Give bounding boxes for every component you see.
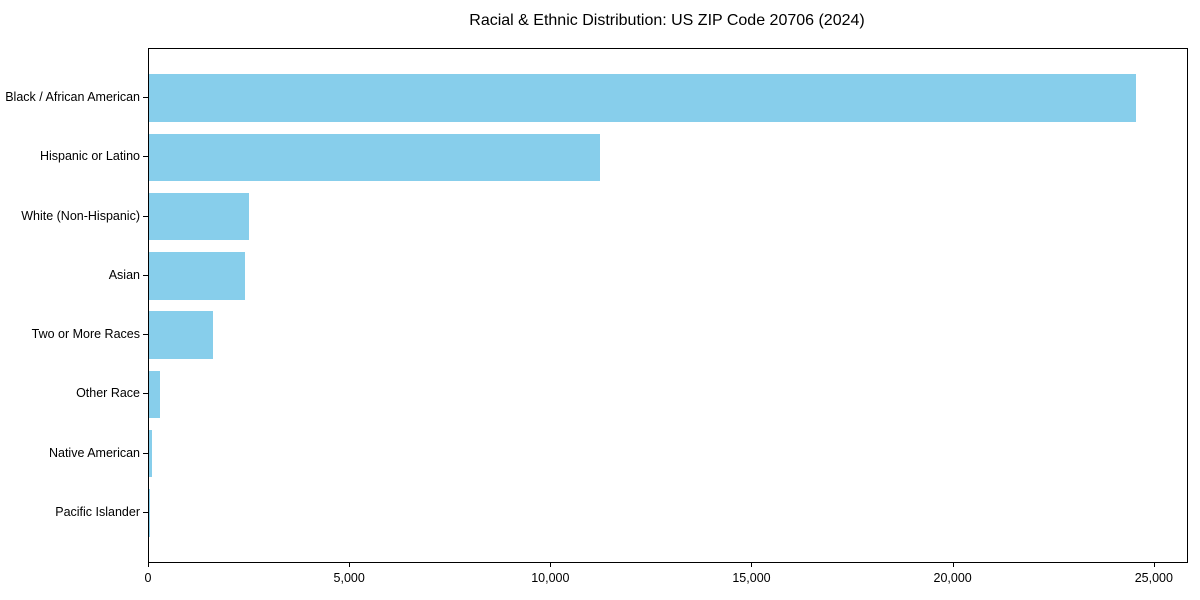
y-tick-label-hispanic-or-latino: Hispanic or Latino (39, 149, 140, 164)
x-tick-label-5-000: 5,000 (333, 571, 365, 585)
y-tick-mark (143, 274, 148, 276)
y-tick-mark (143, 96, 148, 98)
bar-hispanic-or-latino (149, 133, 600, 181)
y-tick-label-two-or-more-races: Two or More Races (31, 327, 140, 342)
plot-area (148, 48, 1188, 563)
bar-native-american (149, 430, 153, 478)
x-tick-label-20-000: 20,000 (933, 571, 972, 585)
y-tick-mark (143, 334, 148, 336)
y-tick-label-asian: Asian (108, 267, 140, 282)
bar-black-african-american (149, 74, 1136, 122)
x-tick-label-15-000: 15,000 (732, 571, 771, 585)
x-tick-mark (349, 562, 351, 567)
x-tick-mark (952, 562, 954, 567)
chart-title: Racial & Ethnic Distribution: US ZIP Cod… (469, 12, 865, 29)
y-tick-mark (143, 452, 148, 454)
bar-pacific-islander (149, 489, 150, 537)
y-tick-label-other-race: Other Race (76, 386, 140, 401)
x-tick-mark (751, 562, 753, 567)
bar-white-non-hispanic (149, 192, 249, 241)
y-tick-mark (143, 156, 148, 158)
x-tick-mark (550, 562, 552, 567)
y-tick-mark (143, 215, 148, 217)
y-tick-label-native-american: Native American (48, 445, 140, 460)
y-tick-label-white-non-hispanic: White (Non-Hispanic) (21, 208, 140, 223)
x-tick-mark (1153, 562, 1155, 567)
x-tick-mark (148, 562, 149, 567)
bar-asian (149, 252, 246, 300)
x-tick-label-25-000: 25,000 (1134, 571, 1173, 585)
bar-two-or-more-races (149, 311, 213, 359)
x-tick-label-10-000: 10,000 (531, 571, 570, 585)
bar-other-race (149, 370, 160, 419)
y-tick-label-black-african-american: Black / African American (5, 89, 140, 104)
y-tick-mark (143, 393, 148, 395)
bars-layer (149, 49, 1187, 562)
y-tick-mark (143, 512, 148, 514)
x-tick-label-0: 0 (144, 571, 152, 585)
y-tick-label-pacific-islander: Pacific Islander (55, 505, 140, 520)
